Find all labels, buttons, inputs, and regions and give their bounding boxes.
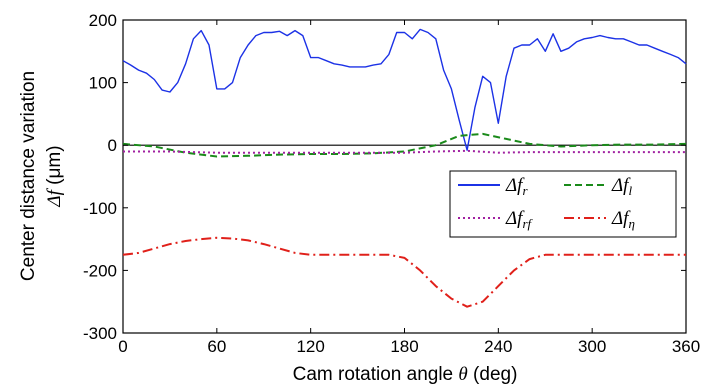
legend: Δfr Δfl Δfrf Δfη <box>449 170 677 238</box>
series-layer <box>122 28 687 308</box>
y-tick-label-5: -300 <box>83 324 117 343</box>
x-tick-label-3: 180 <box>390 337 418 356</box>
series-line-η <box>122 236 686 308</box>
y-tick-label-2: 0 <box>108 136 117 155</box>
tick-layer: 0 60 120 180 240 300 360 200 100 0 -100 -200 -300 <box>83 11 700 356</box>
x-axis-label: Cam rotation angle θ (deg) <box>293 364 518 385</box>
y-tick-label-4: -200 <box>83 261 117 280</box>
series-line-r <box>122 28 687 151</box>
legend-box <box>449 170 677 238</box>
x-tick-label-2: 120 <box>296 337 324 356</box>
series-line-l <box>122 132 687 158</box>
x-tick-label-4: 240 <box>484 337 512 356</box>
x-tick-label-5: 300 <box>578 337 606 356</box>
x-tick-label-1: 60 <box>207 337 226 356</box>
legend-label-η: Δfη <box>611 208 635 231</box>
y-tick-label-0: 200 <box>89 11 117 30</box>
y-axis-label-line1: Center distance variation <box>18 71 39 281</box>
y-axis-label-line2: Δf (μm) <box>44 145 65 207</box>
legend-label-rf: Δfrf <box>505 208 533 231</box>
y-tick-label-3: -100 <box>83 199 117 218</box>
series-line-rf <box>123 149 686 154</box>
x-tick-label-6: 360 <box>672 337 700 356</box>
x-tick-label-0: 0 <box>118 337 127 356</box>
legend-label-r: Δfr <box>505 175 528 198</box>
legend-label-l: Δfl <box>611 175 632 198</box>
y-tick-label-1: 100 <box>89 74 117 93</box>
